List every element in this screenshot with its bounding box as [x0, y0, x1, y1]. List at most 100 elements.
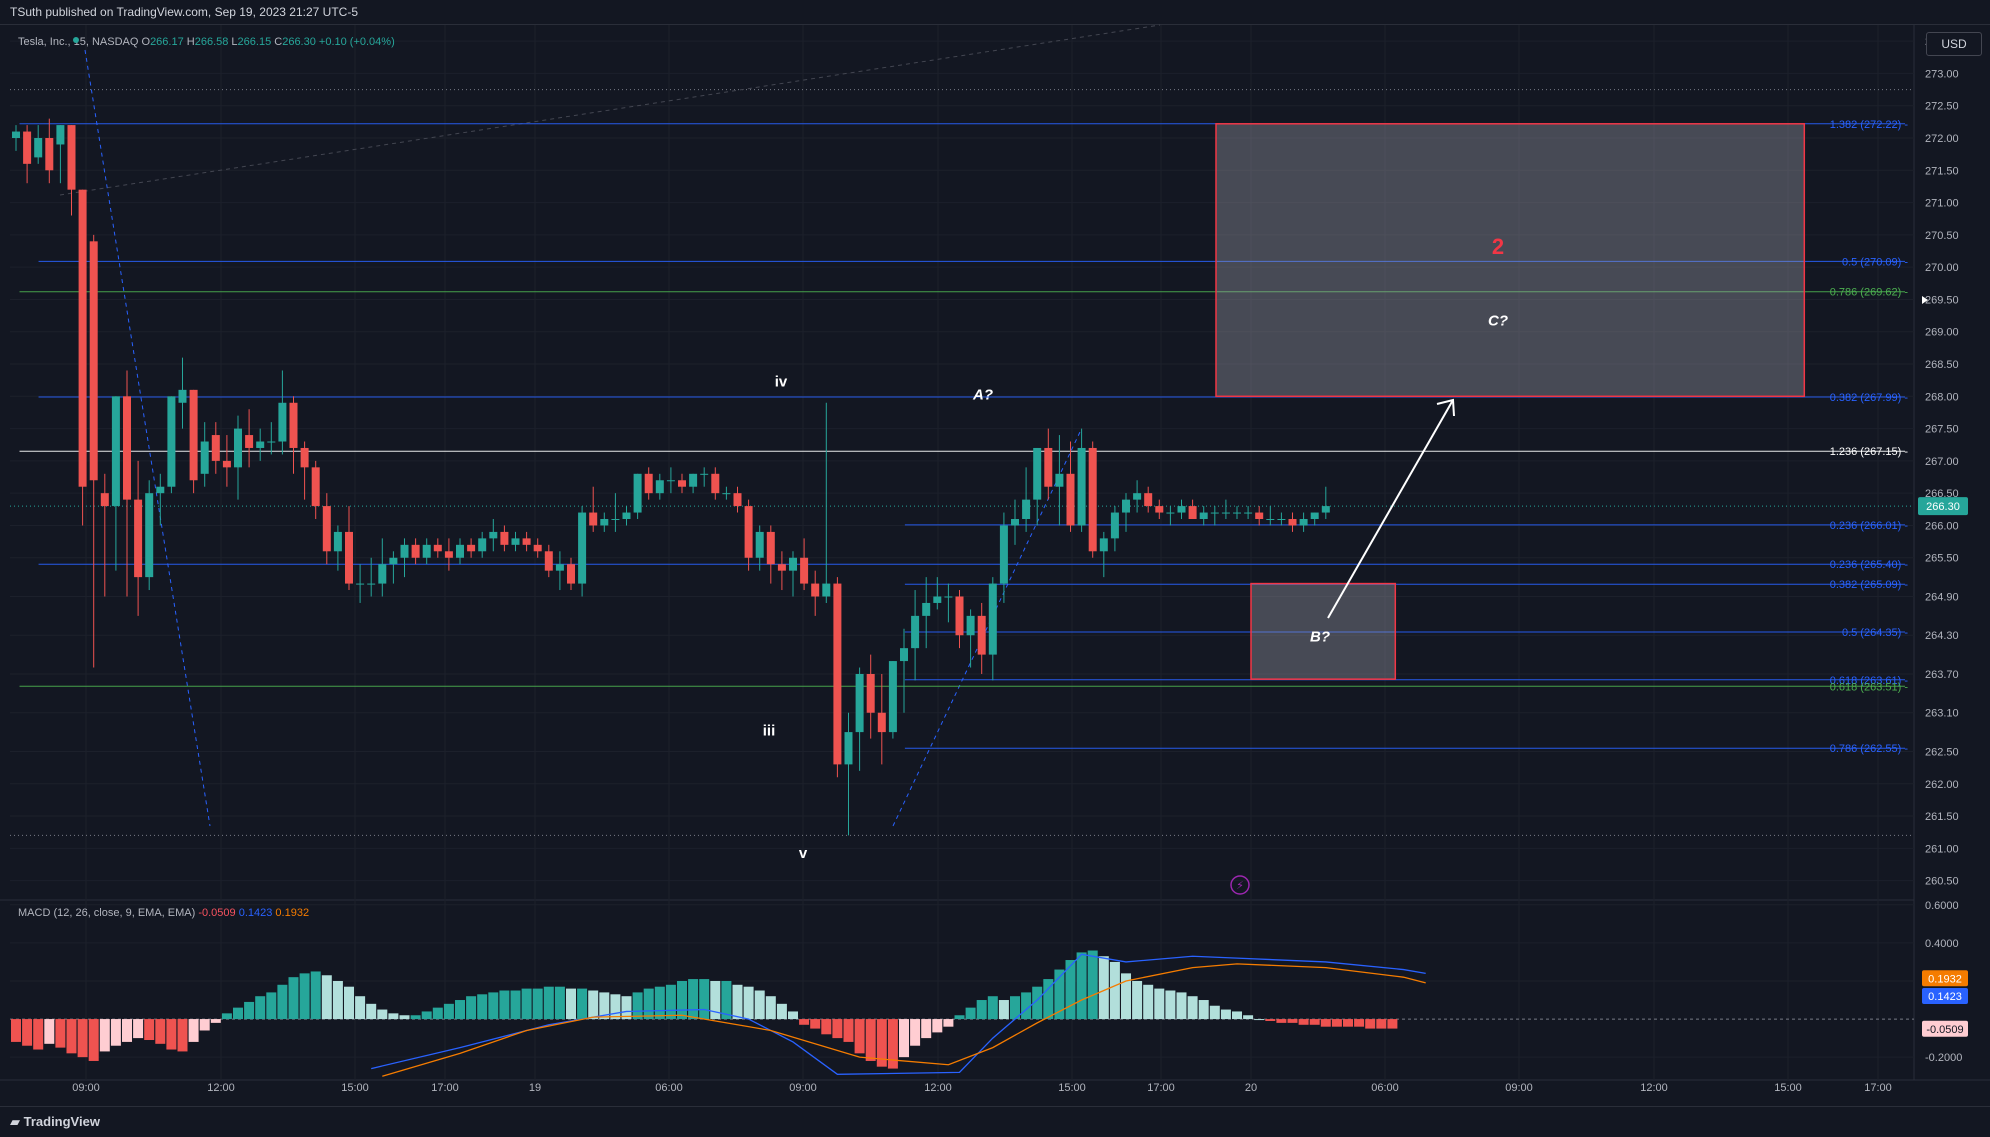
macd-histogram-bar	[732, 984, 743, 1020]
macd-histogram-bar	[832, 1019, 843, 1039]
macd-histogram-bar	[799, 1019, 810, 1025]
macd-histogram-bar	[1254, 1019, 1265, 1021]
fib-level-label: 0.786 (262.55) -	[1830, 743, 1909, 755]
footer-brand: TradingView	[23, 1114, 100, 1129]
candle-body	[766, 531, 775, 565]
macd-histogram-bar	[776, 1003, 787, 1020]
candle-body	[855, 673, 864, 733]
price-axis-tick: 262.50	[1925, 746, 1959, 758]
price-axis-tick: 264.90	[1925, 591, 1959, 603]
macd-histogram-bar	[1010, 996, 1020, 1020]
candle-body	[1310, 512, 1319, 520]
macd-legend-part: -0.0509	[198, 907, 238, 919]
candle-body	[1155, 506, 1164, 513]
chart-background	[0, 25, 1990, 1105]
macd-histogram-bar	[410, 1015, 421, 1020]
macd-histogram-bar	[521, 988, 532, 1020]
trendline-down	[84, 49, 211, 827]
flash-icon-ring	[1230, 875, 1250, 895]
candle-body	[200, 441, 209, 474]
candle-body	[999, 525, 1008, 584]
price-axis-tick: 272.50	[1925, 101, 1959, 113]
candle-body	[123, 396, 131, 500]
candle-body	[311, 467, 320, 507]
macd-histogram-bar	[1298, 1019, 1309, 1025]
macd-histogram-bar	[810, 1019, 821, 1029]
macd-histogram-bar	[699, 979, 710, 1020]
candle-body	[666, 480, 675, 482]
fib-level-label: 1.382 (272.22) -	[1830, 119, 1909, 131]
price-axis-tick: 273.00	[1925, 68, 1959, 80]
fib-level-label: 0.5 (264.35) -	[1842, 627, 1908, 639]
candle-body	[1244, 512, 1253, 514]
candle-body	[1210, 512, 1219, 514]
wave-label: iv	[775, 374, 788, 391]
candle-body	[722, 493, 731, 495]
macd-axis-tick: 0.6000	[1925, 900, 1959, 912]
candle-body	[1277, 519, 1286, 521]
price-axis-tick: 271.00	[1925, 198, 1959, 210]
macd-histogram-bar	[632, 992, 643, 1020]
macd-histogram-bar	[743, 986, 754, 1020]
candle-body	[966, 615, 975, 636]
currency-button[interactable]: USD	[1926, 32, 1982, 56]
legend-part: L	[231, 36, 237, 48]
candle-body	[400, 544, 409, 558]
macd-histogram-bar	[1121, 973, 1131, 1020]
macd-histogram-bar	[388, 1013, 399, 1020]
macd-value-badge	[1922, 1020, 1968, 1037]
candle-body	[234, 428, 242, 468]
macd-histogram-bar	[421, 1011, 432, 1020]
macd-histogram-bar	[899, 1019, 909, 1058]
macd-histogram-bar	[1287, 1019, 1298, 1023]
macd-histogram-bar	[1098, 956, 1109, 1020]
candle-body	[300, 447, 309, 468]
macd-histogram-bar	[332, 980, 343, 1020]
publish-bar: TSuth published on TradingView.com, Sep …	[0, 0, 1990, 25]
macd-histogram-bar	[965, 1007, 976, 1020]
candle-body	[322, 506, 331, 552]
macd-value-text: -0.0509	[1926, 1024, 1963, 1036]
candle-body	[1321, 506, 1330, 513]
flash-icon: ⚡	[1230, 875, 1250, 895]
candle-body	[1110, 512, 1119, 539]
flash-icon-bolt: ⚡	[1236, 880, 1244, 892]
candle-body	[644, 473, 653, 494]
candle-body	[1099, 538, 1108, 552]
macd-value-badge	[1922, 970, 1968, 987]
time-axis-tick: 15:00	[1058, 1082, 1086, 1094]
candle-body	[1044, 447, 1053, 487]
price-axis-tick: 265.50	[1925, 553, 1959, 565]
candle-body	[1077, 447, 1086, 526]
candle-body	[256, 441, 265, 448]
macd-histogram-bar	[554, 986, 565, 1020]
level-marker-icon	[1922, 296, 1928, 304]
candle-body	[178, 389, 187, 403]
price-axis-tick: 261.50	[1925, 811, 1959, 823]
candle-body	[944, 596, 953, 598]
macd-histogram-bar	[621, 996, 632, 1020]
candle-body	[777, 564, 786, 571]
macd-histogram-bar	[277, 984, 288, 1020]
candle-body	[23, 131, 32, 164]
candlestick-chart[interactable]: 1.382 (272.22) - 0.5 (270.09) - 0.786 (269…	[0, 0, 1990, 1106]
macd-histogram-bar	[921, 1019, 932, 1039]
time-axis-tick: 09:00	[789, 1082, 817, 1094]
candle-body	[1055, 473, 1064, 487]
candle-body	[1288, 519, 1297, 526]
candle-body	[34, 138, 43, 158]
macd-histogram-bar	[932, 1019, 943, 1033]
legend-part: 266.58	[195, 36, 232, 48]
macd-histogram-bar	[443, 1003, 454, 1020]
candle-body	[333, 531, 342, 552]
macd-histogram-bar	[210, 1019, 221, 1023]
macd-histogram-bar	[1265, 1019, 1276, 1021]
candle-body	[888, 661, 897, 733]
candle-body	[1033, 447, 1042, 500]
macd-histogram-bar	[110, 1019, 121, 1046]
macd-histogram-bar	[233, 1007, 243, 1020]
macd-histogram-bar	[1331, 1019, 1342, 1027]
candle-body	[844, 732, 853, 765]
tradingview-logo[interactable]: ▰ TradingView	[10, 1114, 100, 1130]
price-axis-tick: 268.00	[1925, 391, 1959, 403]
